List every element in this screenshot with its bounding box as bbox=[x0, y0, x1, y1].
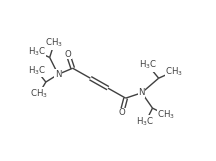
Text: CH$_3$: CH$_3$ bbox=[157, 109, 175, 121]
Text: O: O bbox=[65, 50, 71, 59]
Text: N: N bbox=[138, 88, 145, 97]
Text: CH$_3$: CH$_3$ bbox=[165, 65, 183, 78]
Text: N: N bbox=[55, 70, 61, 79]
Text: H$_3$C: H$_3$C bbox=[137, 116, 155, 128]
Text: CH$_3$: CH$_3$ bbox=[30, 87, 48, 100]
Text: H$_3$C: H$_3$C bbox=[139, 59, 157, 71]
Text: H$_3$C: H$_3$C bbox=[27, 45, 46, 58]
Text: O: O bbox=[118, 108, 125, 117]
Text: H$_3$C: H$_3$C bbox=[27, 64, 46, 77]
Text: CH$_3$: CH$_3$ bbox=[45, 37, 63, 49]
